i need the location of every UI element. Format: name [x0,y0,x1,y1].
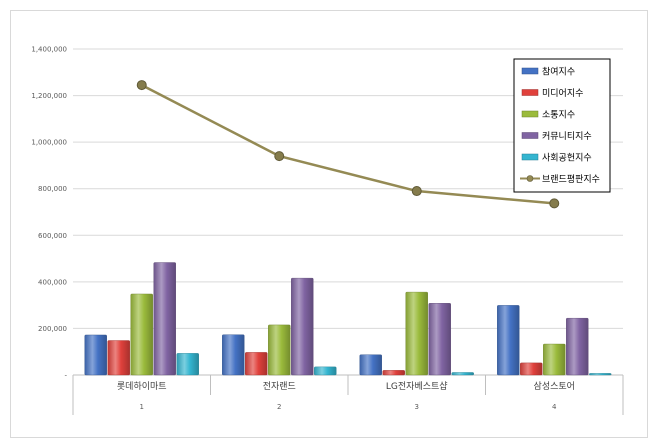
y-tick-label: 200,000 [38,325,67,333]
bar [314,366,337,376]
category-label: 전자랜드 [263,381,296,392]
legend-swatch [521,67,539,75]
category-label: 롯데하이마트 [117,381,167,392]
y-tick-label: 600,000 [38,232,67,240]
legend-swatch [521,89,539,96]
line-point [411,186,422,197]
bar [291,277,314,376]
legend-swatch [521,132,539,139]
y-tick-label: 1,200,000 [31,92,67,100]
bar [451,372,474,376]
bar [589,373,612,376]
bar [497,305,520,376]
bar [176,353,199,376]
bar [543,343,566,376]
bar [153,262,176,376]
category-label: 삼성스토어 [534,381,575,392]
y-tick-label: 800,000 [38,185,67,193]
legend-box [513,58,611,193]
category-index-label: 1 [140,403,144,411]
legend-entry: 참여지수 [542,66,575,78]
legend-swatch [526,175,534,182]
chart: - 200,000 400,000 600,000 800,000 1,000,000 1,… [31,46,624,415]
line-series [141,83,555,205]
bar [107,340,130,376]
bar [428,303,451,376]
legend-entry: 브랜드평판지수 [542,174,600,185]
bar [566,317,589,376]
bar [268,324,291,376]
bar [84,334,107,376]
category-index-label: 3 [415,403,419,411]
y-tick-label: 400,000 [38,278,67,286]
bar [245,352,268,376]
y-tick-label: 1,400,000 [31,46,67,54]
y-tick-label: 1,000,000 [31,139,67,147]
legend-entry: 소통지수 [542,110,575,121]
legend-entry: 커뮤니티지수 [542,131,592,142]
legend-swatch [521,153,539,161]
bar [520,362,543,376]
bar [222,334,245,376]
line-point [549,198,560,209]
bar [130,293,153,376]
bar [382,370,405,376]
legend-entry: 사회공헌지수 [542,153,592,164]
category-index-label: 2 [277,403,281,411]
line-point [274,151,285,162]
chart-frame: - 200,000 400,000 600,000 800,000 1,000,000 1,… [10,10,648,438]
y-tick-label: - [64,372,67,380]
legend-swatch [521,110,539,118]
line-point [136,80,147,91]
bar [405,291,428,376]
category-label: LG전자베스트샵 [386,381,448,392]
legend-entry: 미디어지수 [542,88,583,99]
category-index-label: 4 [552,403,557,411]
bar [359,354,382,376]
